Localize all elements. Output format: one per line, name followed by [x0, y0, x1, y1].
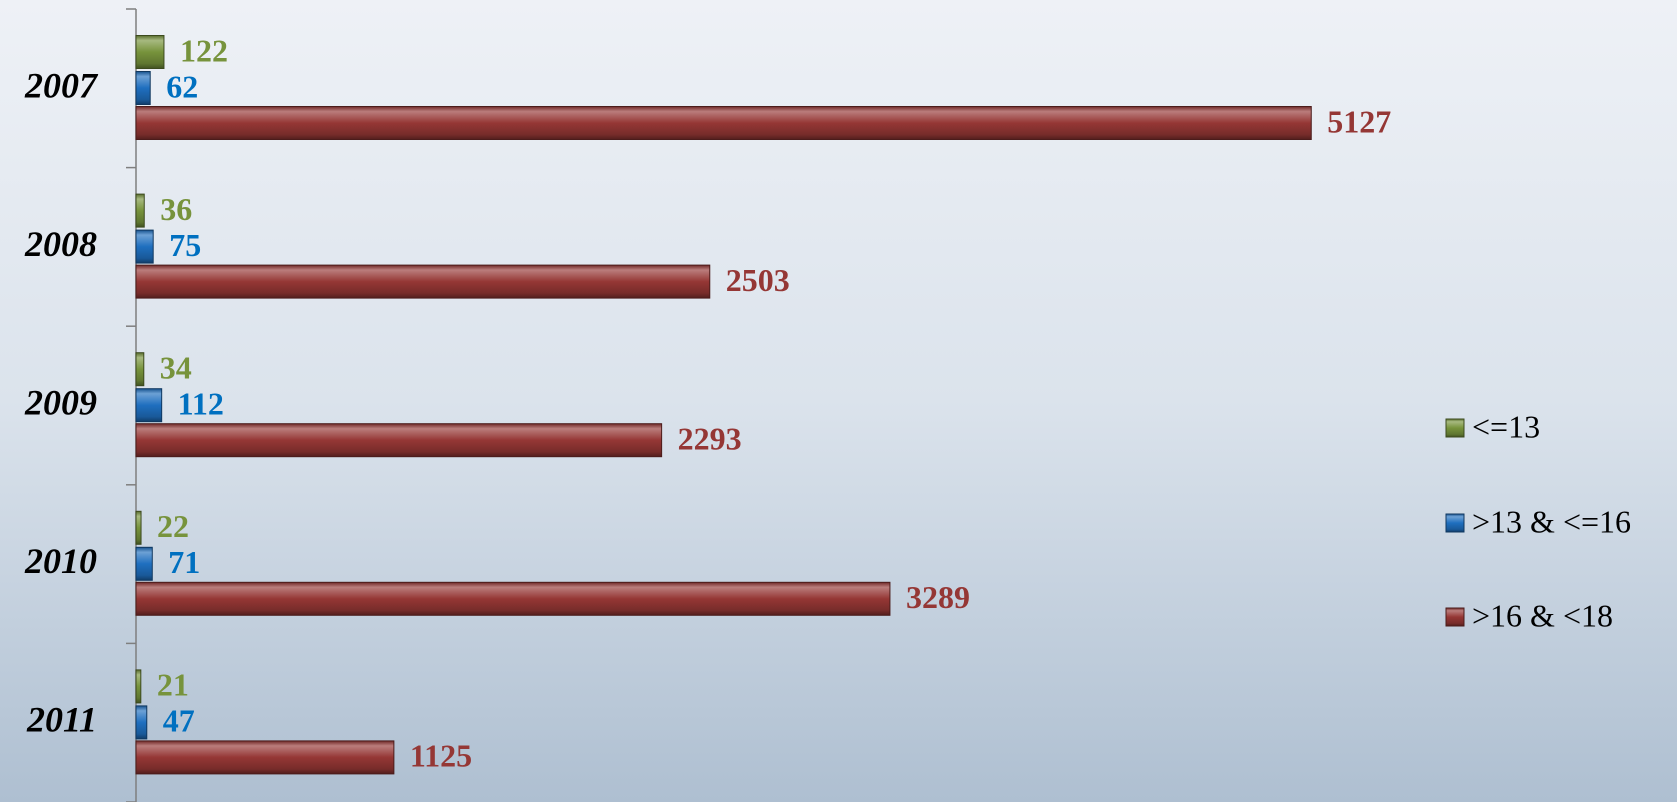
- bar: [135, 581, 891, 616]
- legend-label: >13 & <=16: [1472, 503, 1631, 539]
- data-label: 21: [157, 667, 189, 703]
- bar: [135, 740, 395, 775]
- data-label: 3289: [906, 579, 970, 615]
- bar: [135, 106, 1312, 140]
- bar: [135, 71, 151, 105]
- bar: [135, 193, 145, 228]
- category-label: 2009: [24, 382, 97, 422]
- bar: [135, 510, 142, 545]
- data-label: 71: [168, 544, 200, 580]
- legend-label: <=13: [1472, 408, 1540, 444]
- category-label: 2010: [24, 541, 97, 581]
- data-label: 22: [157, 508, 189, 544]
- data-label: 62: [166, 68, 198, 104]
- data-label: 2503: [726, 262, 790, 298]
- data-label: 1125: [410, 738, 472, 774]
- data-label: 112: [178, 386, 224, 422]
- data-label: 47: [163, 703, 195, 739]
- category-label: 2007: [24, 65, 99, 105]
- category-label: 2011: [26, 700, 97, 740]
- data-label: 5127: [1327, 103, 1391, 139]
- legend-swatch: [1445, 513, 1465, 533]
- legend-swatch: [1445, 418, 1465, 438]
- bar: [135, 388, 163, 423]
- bar: [135, 423, 663, 458]
- bar: [135, 229, 154, 264]
- data-label: 36: [160, 191, 192, 227]
- data-label: 34: [160, 350, 192, 386]
- category-label: 2008: [24, 224, 97, 264]
- bar: [135, 546, 153, 581]
- data-label: 2293: [678, 421, 742, 457]
- data-label: 75: [169, 227, 201, 263]
- legend-swatch: [1445, 607, 1465, 627]
- bar: [135, 352, 145, 387]
- bar: [135, 669, 142, 704]
- bar: [135, 35, 165, 69]
- bar: [135, 705, 148, 740]
- data-label: 122: [180, 32, 228, 68]
- legend-label: >16 & <18: [1472, 597, 1613, 633]
- bar: [135, 264, 711, 299]
